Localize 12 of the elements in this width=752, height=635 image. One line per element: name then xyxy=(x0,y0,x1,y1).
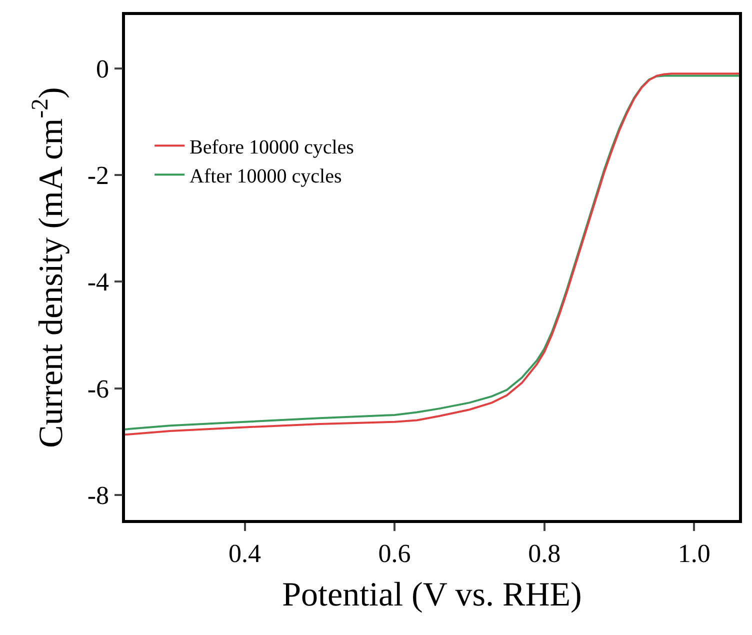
y-tick-label: 0 xyxy=(96,54,110,84)
x-tick-label: 0.8 xyxy=(528,538,561,568)
x-tick-label: 0.6 xyxy=(378,538,411,568)
x-tick-label: 0.4 xyxy=(228,538,262,568)
y-tick-label: -4 xyxy=(87,268,110,297)
y-tick-label: -8 xyxy=(87,481,110,510)
y-tick-label: -2 xyxy=(87,161,110,190)
y-tick-label: -6 xyxy=(87,374,110,404)
legend-label: Before 10000 cycles xyxy=(190,136,354,158)
x-tick-label: 1.0 xyxy=(678,538,710,568)
x-axis-title: Potential (V vs. RHE) xyxy=(282,576,582,614)
legend-label: After 10000 cycles xyxy=(190,165,342,188)
